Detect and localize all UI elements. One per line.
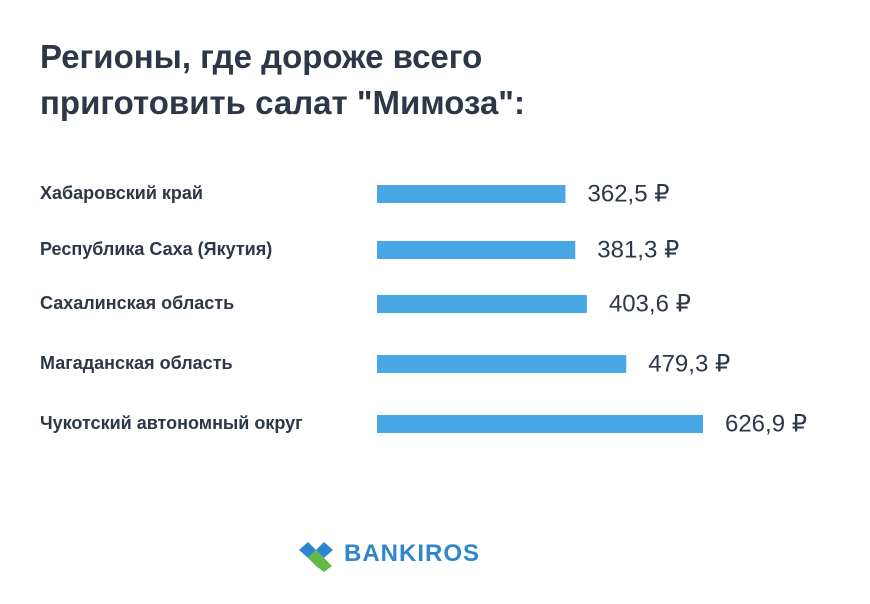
value-label: 381,3 ₽ xyxy=(597,236,679,263)
value-label: 403,6 ₽ xyxy=(609,290,691,317)
category-label: Хабаровский край xyxy=(40,183,203,203)
bar xyxy=(377,185,566,203)
value-label: 479,3 ₽ xyxy=(648,350,730,377)
brand-logo: BANKIROS xyxy=(296,536,480,572)
bar xyxy=(377,355,627,373)
bar xyxy=(377,241,576,259)
bankiros-logo-icon xyxy=(299,542,333,572)
category-label: Чукотский автономный округ xyxy=(40,413,303,433)
category-label: Магаданская область xyxy=(40,353,233,373)
title-line-2: приготовить салат "Мимоза": xyxy=(40,84,525,121)
brand-name: BANKIROS xyxy=(344,540,481,567)
value-label: 362,5 ₽ xyxy=(588,180,670,207)
bar xyxy=(377,415,703,433)
bar xyxy=(377,295,587,313)
value-label: 626,9 ₽ xyxy=(725,410,807,437)
category-label: Сахалинская область xyxy=(40,293,234,313)
category-label: Республика Саха (Якутия) xyxy=(40,239,272,259)
chart-title: Регионы, где дороже всего приготовить са… xyxy=(40,34,525,126)
title-line-1: Регионы, где дороже всего xyxy=(40,38,483,75)
